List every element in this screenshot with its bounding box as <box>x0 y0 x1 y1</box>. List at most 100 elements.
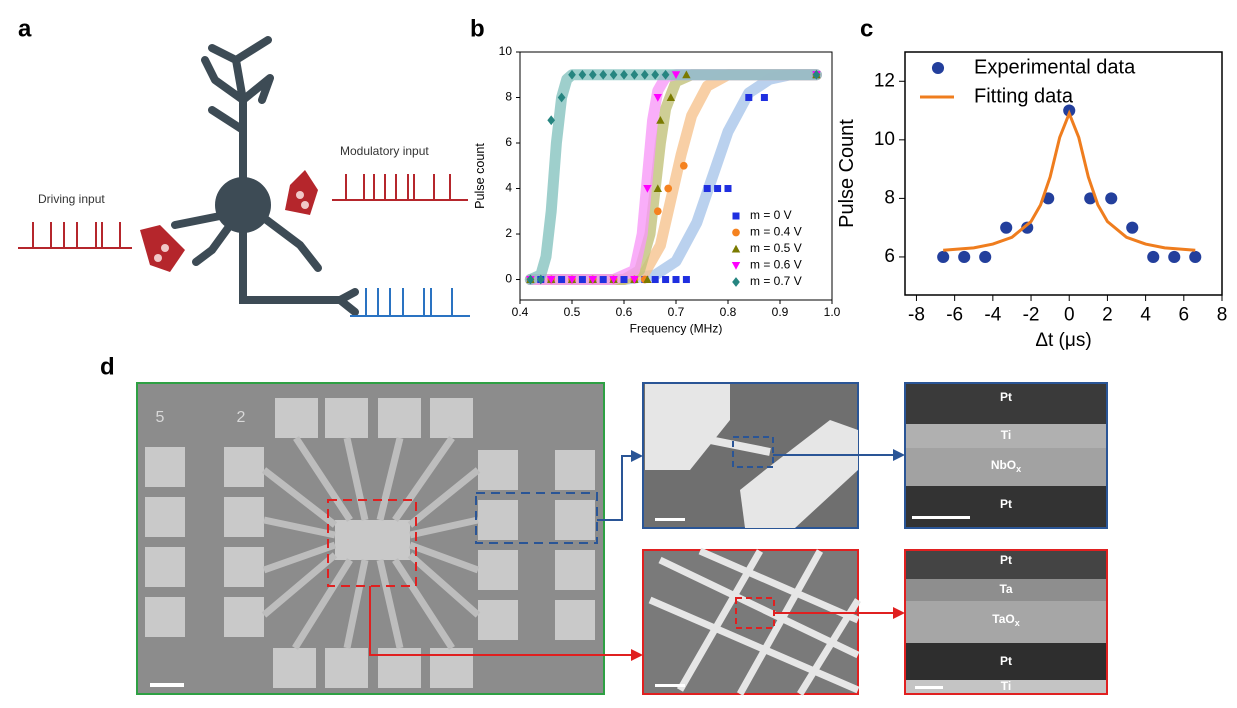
marker <box>682 276 690 284</box>
y-tick-label: 4 <box>505 181 512 195</box>
layer-name: Ta <box>999 582 1012 596</box>
x-tick-label: 8 <box>1217 304 1228 325</box>
marker <box>643 185 652 193</box>
marker <box>664 184 673 193</box>
marker <box>1021 221 1034 234</box>
y-tick-label: 2 <box>505 226 512 240</box>
legend-label: m = 0.6 V <box>750 258 802 272</box>
marker <box>653 207 662 216</box>
marker <box>609 276 618 284</box>
marker <box>760 94 768 102</box>
chip-mark: 2 <box>237 409 246 426</box>
marker <box>931 61 945 75</box>
marker <box>937 250 950 263</box>
y-tick-label: 10 <box>874 129 895 150</box>
layer-label: TaOx <box>992 612 1019 628</box>
panel-label: c <box>860 15 873 42</box>
marker <box>656 116 665 124</box>
spike-train <box>350 288 470 317</box>
chip-mark: 5 <box>156 409 165 426</box>
layer-label: Ta <box>999 582 1012 596</box>
x-tick-label: 0.5 <box>564 305 581 319</box>
layer-label: Pt <box>1000 390 1012 404</box>
marker <box>557 92 566 103</box>
fit-curve <box>524 69 822 286</box>
y-axis-label: Pulse count <box>473 143 487 209</box>
marker <box>653 184 662 193</box>
chip-micrograph <box>136 382 643 695</box>
marker <box>666 93 675 102</box>
marker <box>620 276 628 284</box>
marker <box>703 185 711 193</box>
marker <box>724 185 732 193</box>
marker <box>662 276 670 284</box>
marker <box>958 250 971 263</box>
x-tick-label: 2 <box>1102 304 1113 325</box>
layer-name: Pt <box>1000 654 1012 668</box>
marker <box>672 276 680 284</box>
marker <box>643 275 652 284</box>
marker <box>732 212 740 220</box>
marker <box>630 69 639 80</box>
x-axis-label: Δt (μs) <box>1035 330 1091 351</box>
layer-name: TaO <box>992 612 1014 626</box>
marker <box>1126 221 1139 234</box>
marker <box>682 70 691 79</box>
x-tick-label: -6 <box>946 304 963 325</box>
legend-label: m = 0 V <box>750 208 792 222</box>
layer-name: Ti <box>1001 679 1011 693</box>
layer-label: Ti <box>1001 679 1011 693</box>
marker <box>653 94 662 102</box>
layer-label: Ti <box>1001 428 1011 442</box>
marker <box>599 69 608 80</box>
x-tick-label: 0 <box>1064 304 1075 325</box>
marker <box>568 69 576 80</box>
layer-name: Pt <box>1000 497 1012 511</box>
marker <box>732 277 740 287</box>
synapse <box>140 170 318 272</box>
layer-name: Ti <box>1001 428 1011 442</box>
x-tick-label: -2 <box>1023 304 1040 325</box>
marker <box>731 244 741 253</box>
layer-label: Pt <box>1000 654 1012 668</box>
layer-label: Pt <box>1000 553 1012 567</box>
marker <box>812 69 821 80</box>
x-tick-label: 0.7 <box>668 305 685 319</box>
marker <box>588 276 597 284</box>
y-tick-label: 12 <box>874 70 895 91</box>
marker <box>640 69 649 80</box>
panel-label: a <box>18 15 32 42</box>
marker <box>679 161 688 170</box>
marker <box>979 250 992 263</box>
x-tick-label: 1.0 <box>824 305 841 319</box>
marker <box>1105 192 1118 205</box>
marker <box>661 69 670 80</box>
x-tick-label: 6 <box>1179 304 1190 325</box>
layer-name: NbO <box>991 458 1016 472</box>
marker <box>1189 250 1202 263</box>
marker <box>578 69 587 80</box>
legend-label: m = 0.7 V <box>750 274 802 288</box>
y-tick-label: 10 <box>499 44 513 58</box>
y-tick-label: 6 <box>884 246 895 267</box>
marker <box>714 185 722 193</box>
neuron <box>171 36 359 316</box>
layer-name: Pt <box>1000 553 1012 567</box>
y-tick-label: 8 <box>505 90 512 104</box>
marker <box>547 115 556 126</box>
x-tick-label: 4 <box>1140 304 1151 325</box>
x-tick-label: -8 <box>908 304 925 325</box>
tem-image <box>904 382 1108 695</box>
x-axis-label: Frequency (MHz) <box>630 321 723 335</box>
layer-label: Pt <box>1000 497 1012 511</box>
y-tick-label: 8 <box>884 187 895 208</box>
marker <box>620 69 628 80</box>
marker <box>630 276 639 284</box>
marker <box>526 274 535 285</box>
legend-label: Experimental data <box>974 56 1136 78</box>
y-axis-label: Pulse Count <box>836 119 858 228</box>
spike-train <box>18 174 468 249</box>
legend-label: m = 0.5 V <box>750 241 802 255</box>
diagram-label: Modulatory input <box>340 144 429 158</box>
marker <box>1168 250 1181 263</box>
